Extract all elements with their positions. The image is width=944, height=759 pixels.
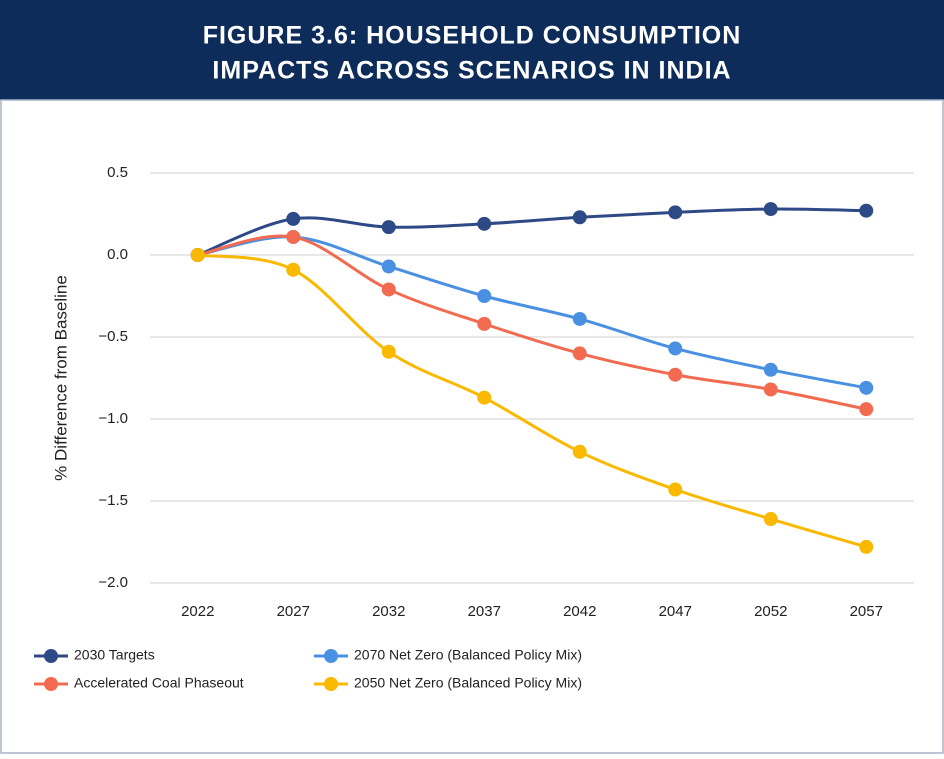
legend-marker <box>324 677 338 691</box>
data-point <box>859 380 874 395</box>
frame <box>0 99 944 754</box>
series-line <box>197 235 867 390</box>
data-point <box>572 346 587 361</box>
y-tick-label: −1.0 <box>98 410 128 427</box>
data-point <box>477 289 492 303</box>
chart-title: FIGURE 3.6: HOUSEHOLD CONSUMPTION <box>203 22 742 50</box>
y-tick-label: 0.5 <box>107 164 128 181</box>
legend-label: 2070 Net Zero (Balanced Policy Mix) <box>354 647 582 663</box>
legend-marker <box>324 649 338 663</box>
y-tick-label: −2.0 <box>98 574 128 591</box>
data-point <box>286 211 301 226</box>
data-point <box>381 259 396 274</box>
data-point <box>477 390 492 405</box>
data-point <box>572 311 587 326</box>
data-point <box>763 362 778 377</box>
legend-marker <box>44 677 58 691</box>
data-point <box>381 344 396 359</box>
data-point <box>477 216 492 231</box>
x-tick-label: 2032 <box>372 603 405 620</box>
legend-marker <box>44 649 58 663</box>
data-point <box>763 382 778 397</box>
data-point <box>859 203 874 218</box>
chart-subtitle: IMPACTS ACROSS SCENARIOS IN INDIA <box>212 57 731 85</box>
data-point <box>668 341 683 356</box>
data-point <box>668 205 683 220</box>
data-point <box>286 262 301 277</box>
series-line <box>197 234 867 411</box>
x-tick-label: 2022 <box>181 603 214 620</box>
data-point <box>572 444 587 459</box>
data-point <box>763 512 778 527</box>
y-axis-label: % Difference from Baseline <box>51 275 70 481</box>
data-point <box>381 220 396 235</box>
data-point <box>286 229 301 244</box>
y-tick-label: −1.5 <box>98 492 128 509</box>
x-tick-label: 2057 <box>850 603 883 620</box>
data-point <box>668 482 683 497</box>
data-point <box>572 210 587 225</box>
data-point <box>477 316 492 331</box>
legend-label: 2050 Net Zero (Balanced Policy Mix) <box>354 675 582 691</box>
x-tick-label: 2047 <box>659 603 692 620</box>
data-point <box>381 282 396 297</box>
data-point <box>859 539 874 554</box>
x-tick-label: 2052 <box>754 603 787 620</box>
series-line <box>197 253 867 549</box>
data-point <box>190 248 205 262</box>
data-point <box>668 367 683 382</box>
y-tick-label: −0.5 <box>98 328 128 345</box>
y-tick-label: 0.0 <box>107 246 128 263</box>
data-point <box>859 402 874 417</box>
x-tick-label: 2037 <box>468 603 501 620</box>
data-point <box>763 202 778 217</box>
x-tick-label: 2027 <box>277 603 310 620</box>
x-tick-label: 2042 <box>563 603 596 620</box>
legend-label: Accelerated Coal Phaseout <box>74 675 244 691</box>
legend-label: 2030 Targets <box>74 647 155 663</box>
header <box>0 0 944 100</box>
